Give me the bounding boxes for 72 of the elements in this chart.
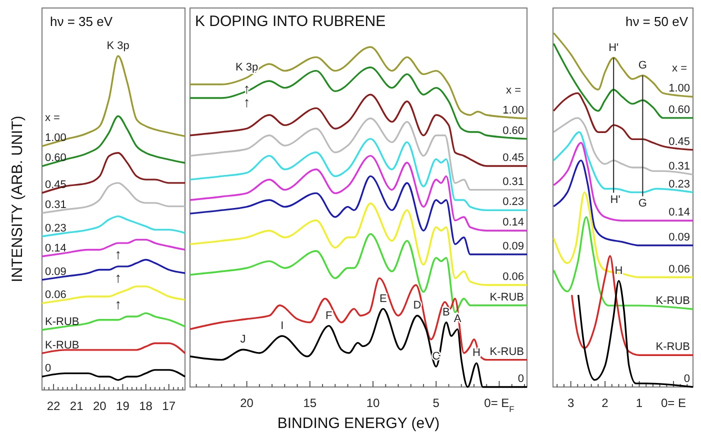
chart-title: hν = 50 eV (625, 14, 688, 29)
annotation: K 3p (235, 62, 258, 74)
annotation: ↑ (114, 246, 122, 262)
x-tick-label: 22 (46, 399, 61, 413)
series-label: 0.31 (45, 198, 66, 211)
series-label: 0.23 (668, 178, 690, 190)
annotation: H' (610, 194, 620, 206)
annotation: J (240, 334, 246, 346)
series-label: 1.00 (45, 132, 66, 144)
series-label: 0.06 (668, 263, 690, 276)
x-axis-title: BINDING ENERGY (eV) (277, 415, 440, 432)
annotation: K 3p (106, 40, 130, 52)
x-tick-label: 0= E$_{F}$ (484, 396, 514, 414)
x-tick-label: 18 (139, 399, 153, 413)
annotation: x = (45, 112, 60, 124)
annotation: H' (608, 42, 619, 54)
series-label: 0.09 (502, 240, 524, 252)
annotation: ↑ (114, 269, 122, 286)
annotation: I (280, 320, 284, 332)
series-label: K-RUB (45, 316, 80, 328)
chart-title: hν = 35 eV (50, 14, 113, 29)
series-label: 0.60 (668, 104, 690, 116)
annotation: E (379, 292, 387, 305)
annotation: F (325, 310, 332, 322)
series-label: 0.60 (502, 124, 524, 137)
annotation: G (638, 59, 647, 72)
annotation: B (442, 306, 450, 318)
series-label: 0.06 (502, 271, 524, 283)
series-label: 0.09 (668, 231, 690, 244)
series-label: 0.45 (668, 136, 690, 148)
series-label: 0.14 (502, 216, 524, 229)
y-axis-title: INTENSITY (ARB. UNIT) (9, 116, 26, 282)
annotation: x = (672, 62, 687, 75)
series-label: 1.00 (668, 82, 690, 95)
annotation: G (638, 197, 647, 210)
series-label: K-RUB (656, 341, 690, 354)
x-tick-label: 20 (92, 399, 107, 413)
series-label: 0 (684, 373, 690, 385)
series-label: 0.23 (45, 222, 66, 234)
annotation: ↑ (114, 296, 122, 312)
series-label: 0.45 (502, 152, 524, 164)
series-label: K-RUB (490, 291, 524, 304)
series-label: 0.14 (45, 242, 66, 254)
series-label: K-RUB (656, 295, 690, 308)
series-label: 1.00 (502, 104, 524, 116)
chart-title: K DOPING INTO RUBRENE (195, 13, 386, 30)
series-label: 0 (45, 362, 52, 375)
series-label: 0.06 (45, 289, 66, 302)
x-tick-label: 3 (567, 396, 574, 410)
x-tick-label: 5 (432, 396, 440, 410)
annotation: D (413, 300, 422, 312)
x-tick-label: 2 (602, 396, 609, 410)
x-tick-label: 17 (162, 399, 176, 413)
annotation: x = (506, 84, 521, 96)
x-tick-label: 1 (636, 396, 643, 410)
annotation: ↑ (243, 94, 250, 110)
series-label: 0.60 (45, 152, 66, 164)
series-label: 0.09 (45, 266, 66, 278)
x-tick-label: 0= E (660, 396, 686, 410)
series-label: K-RUB (45, 339, 80, 352)
x-tick-label: 19 (116, 399, 130, 413)
series-label: K-RUB (490, 346, 524, 358)
series-label: 0.31 (502, 176, 524, 188)
x-tick-label: 21 (70, 399, 84, 413)
series-label: 0.31 (668, 160, 690, 173)
x-tick-label: 20 (240, 396, 254, 410)
series-label: 0 (518, 373, 524, 385)
series-label: 0.23 (502, 196, 524, 208)
x-tick-label: 10 (366, 396, 380, 410)
series-label: 0.14 (668, 206, 690, 219)
x-tick-label: 15 (303, 396, 317, 410)
series-label: 0.45 (45, 178, 66, 191)
